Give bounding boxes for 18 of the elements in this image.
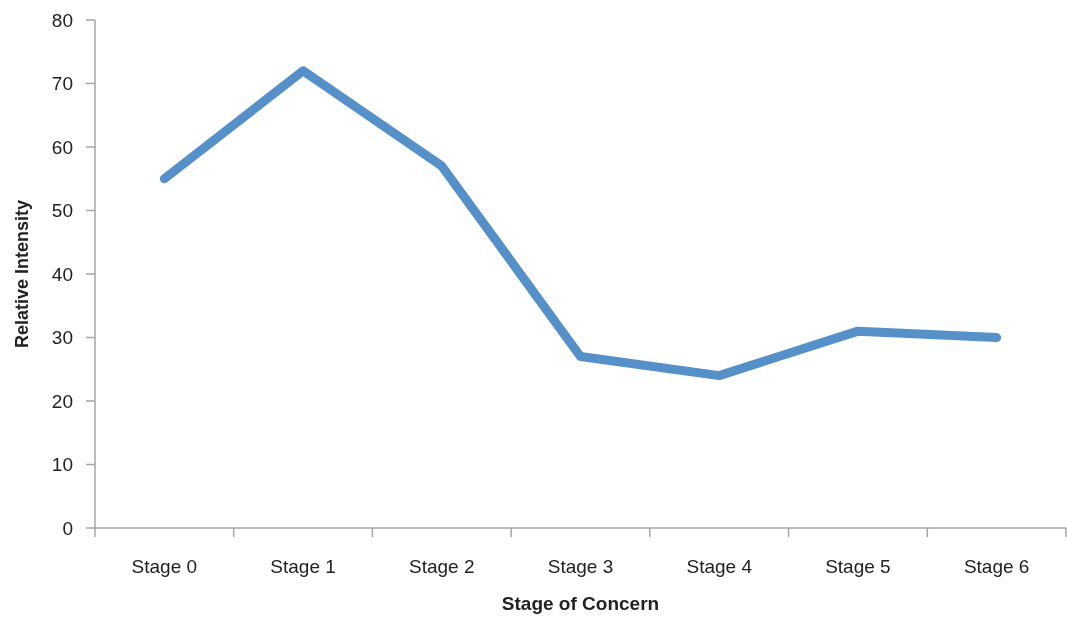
x-tick-label: Stage 0 <box>131 556 198 577</box>
y-tick-label: 20 <box>51 390 73 412</box>
x-tick-label: Stage 4 <box>686 556 753 577</box>
x-tick-label: Stage 6 <box>963 556 1030 577</box>
x-axis-title: Stage of Concern <box>501 593 660 614</box>
x-tick-label: Stage 5 <box>825 556 891 577</box>
y-tick-label: 60 <box>51 136 73 158</box>
y-tick-label: 0 <box>62 517 73 539</box>
x-tick-label: Stage 1 <box>270 556 336 577</box>
y-tick-label: 40 <box>51 263 73 285</box>
y-tick-label: 30 <box>51 327 73 349</box>
y-tick-label: 80 <box>51 9 73 31</box>
x-tick-label: Stage 3 <box>547 556 614 577</box>
y-tick-label: 70 <box>51 73 73 95</box>
y-tick-label: 50 <box>51 200 73 222</box>
y-axis-title: Relative Intensity <box>12 199 32 349</box>
y-tick-label: 10 <box>51 454 73 476</box>
x-tick-label: Stage 2 <box>409 556 475 577</box>
